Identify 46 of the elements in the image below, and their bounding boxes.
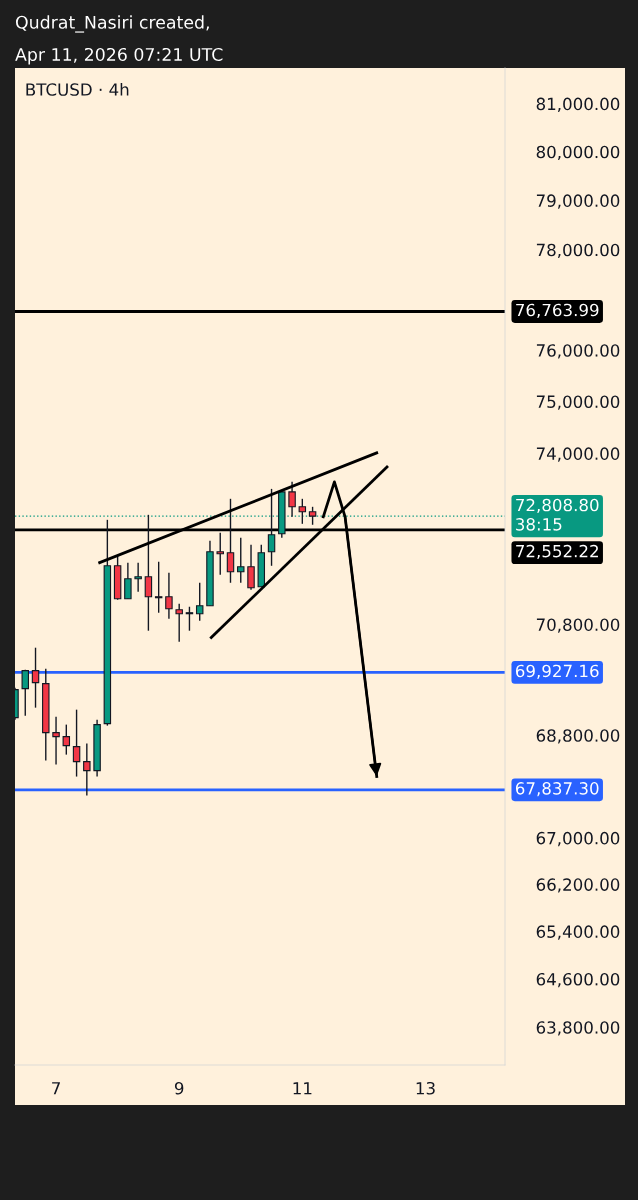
- candlestick: [21, 668, 29, 717]
- candlestick: [247, 544, 255, 591]
- candlestick: [31, 647, 40, 709]
- text: Qudrat_Nasiri created,: [15, 15, 209, 33]
- y-tick-label: 67,000.00: [536, 831, 620, 847]
- text: Apr 11, 2026 07:21 UTC: [15, 47, 223, 65]
- y-tick-label: 64,600.00: [536, 972, 620, 988]
- candlestick: [72, 708, 81, 778]
- candlestick: [62, 723, 71, 756]
- y-tick-label: 79,000.00: [536, 194, 620, 209]
- y-tick-label: 66,200.00: [536, 878, 620, 893]
- ref-line-label: 67,837.30: [515, 782, 599, 797]
- x-tick-label: 11: [293, 1082, 312, 1095]
- candlestick: [134, 562, 142, 593]
- y-tick-label: 81,000.00: [536, 97, 620, 112]
- candlestick: [298, 498, 307, 525]
- y-tick-label: 70,800.00: [536, 618, 620, 633]
- ref-line-label: 72,552.22: [516, 544, 598, 560]
- x-tick-label: 13: [416, 1081, 435, 1095]
- candlestick: [226, 498, 235, 584]
- y-tick-label: 65,400.00: [536, 925, 620, 940]
- candlestick: [124, 562, 132, 600]
- y-tick-label: 68,800.00: [536, 729, 620, 744]
- ref-line-label: 69,927.16: [515, 664, 599, 679]
- y-tick-label: 78,000.00: [536, 243, 620, 258]
- ref-line-label: 76,763.99: [516, 303, 599, 319]
- candlestick: [216, 532, 224, 576]
- ref-line-label: 72,808.80 38:15: [516, 498, 599, 531]
- candlestick: [144, 514, 153, 632]
- y-tick-label: 75,000.00: [536, 395, 620, 410]
- x-tick-label: 9: [174, 1081, 184, 1095]
- candlestick: [237, 537, 245, 584]
- candlestick: [165, 572, 173, 620]
- y-tick-label: 80,000.00: [536, 145, 620, 160]
- candlestick: [154, 561, 163, 614]
- candlestick: [83, 742, 91, 797]
- candlestick: [288, 481, 296, 518]
- candlestick: [185, 606, 194, 632]
- y-tick-label: 76,000.00: [536, 344, 620, 359]
- x-tick-label: 7: [52, 1082, 60, 1095]
- candlestick: [52, 715, 60, 766]
- y-tick-label: 63,800.00: [536, 1021, 620, 1036]
- candlestick: [175, 603, 183, 643]
- text: BTCUSD · 4h: [26, 82, 129, 96]
- candlestick: [195, 582, 204, 622]
- y-tick-label: 74,000.00: [536, 447, 620, 462]
